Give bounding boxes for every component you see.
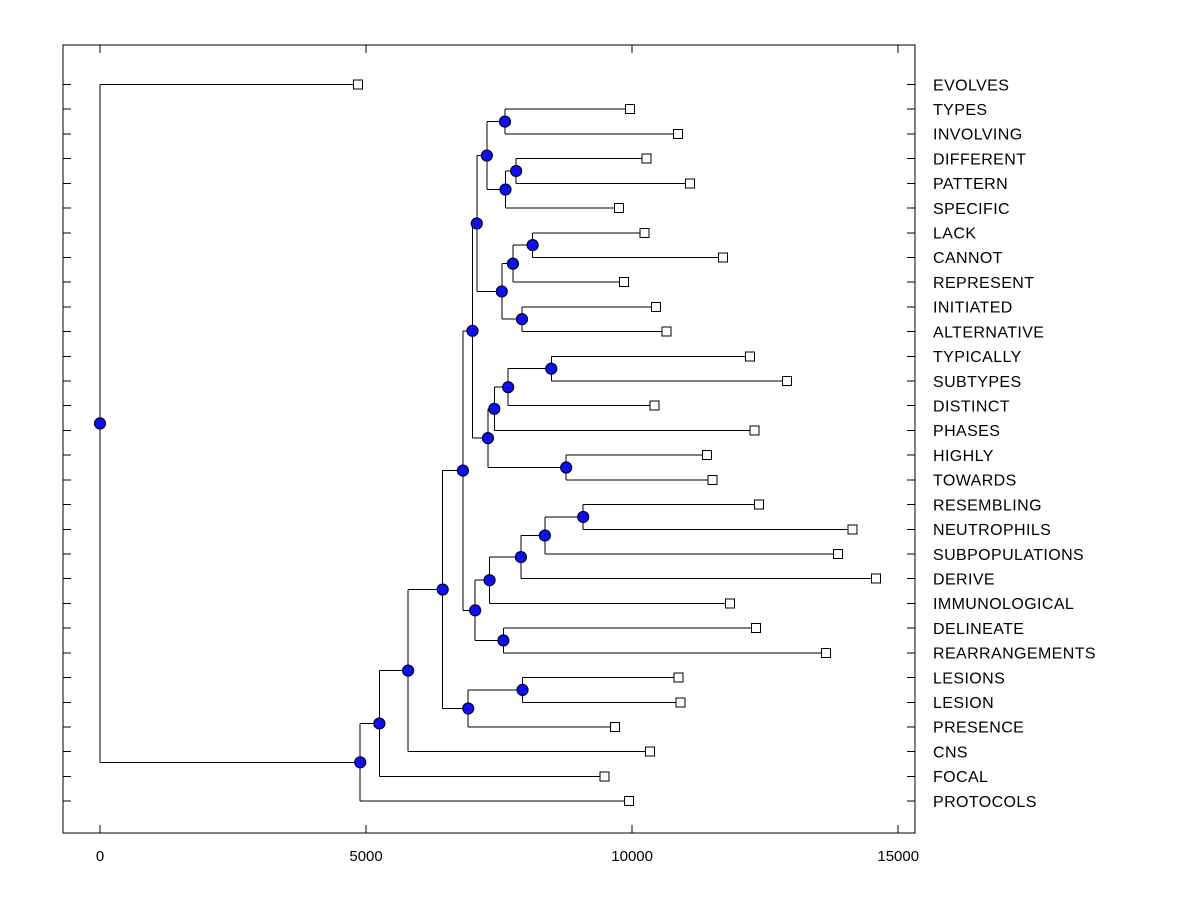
leaf-label: SPECIFIC — [933, 201, 1010, 218]
leaf-label: REARRANGEMENTS — [933, 646, 1096, 663]
leaf-label: LESION — [933, 695, 994, 712]
leaf-marker — [649, 400, 660, 411]
internal-node-marker — [577, 510, 590, 524]
leaf-label: SUBTYPES — [933, 374, 1022, 391]
leaf-marker — [623, 796, 634, 807]
internal-node-marker — [515, 313, 529, 326]
internal-node-marker — [499, 183, 512, 196]
leaf-label: RESEMBLING — [933, 497, 1042, 514]
leaf-label: LACK — [933, 226, 976, 243]
internal-node-marker — [538, 529, 551, 542]
leaf-label: TOWARDS — [933, 473, 1017, 490]
leaf-marker — [641, 153, 652, 164]
internal-node-marker — [506, 257, 520, 270]
x-tick-label: 5000 — [349, 848, 382, 865]
leaf-label: LESIONS — [933, 670, 1005, 687]
leaf-marker — [847, 524, 858, 535]
leaf-label: PHASES — [933, 423, 1000, 440]
internal-node-marker — [488, 402, 501, 415]
leaf-label: NEUTROPHILS — [933, 522, 1051, 539]
leaf-label: TYPES — [933, 102, 987, 119]
leaf-marker — [718, 252, 729, 263]
leaf-marker — [672, 128, 683, 139]
leaf-marker — [675, 697, 686, 708]
leaf-label: PATTERN — [933, 176, 1008, 193]
x-tick-label: 15000 — [877, 848, 919, 865]
leaf-marker — [749, 425, 760, 436]
x-tick-label: 10000 — [611, 848, 653, 865]
leaf-label: CNS — [933, 744, 968, 761]
leaf-label: SUBPOPULATIONS — [933, 547, 1084, 564]
leaf-marker — [685, 178, 696, 189]
leaf-marker — [353, 79, 364, 90]
internal-node-marker — [456, 464, 470, 477]
leaf-marker — [645, 746, 656, 757]
leaf-label: INVOLVING — [933, 127, 1023, 144]
leaf-marker — [651, 301, 662, 312]
x-tick-label: 0 — [96, 848, 104, 865]
internal-node-marker — [469, 604, 482, 617]
leaf-marker — [625, 104, 636, 115]
leaf-marker — [707, 474, 718, 485]
leaf-label: CANNOT — [933, 250, 1003, 267]
internal-node-marker — [470, 217, 483, 230]
internal-node-marker — [497, 634, 510, 647]
plot-box — [62, 44, 916, 834]
internal-node-marker — [560, 461, 573, 474]
internal-node-marker — [502, 381, 515, 394]
internal-node-marker — [516, 683, 529, 696]
leaf-label: EVOLVES — [933, 77, 1009, 94]
leaf-marker — [870, 573, 881, 584]
internal-node-marker — [373, 717, 386, 730]
leaf-label: HIGHLY — [933, 448, 994, 465]
internal-node-marker — [498, 115, 512, 128]
internal-node-marker — [462, 702, 475, 715]
leaf-marker — [751, 623, 762, 634]
internal-node-marker — [545, 362, 558, 375]
leaf-marker — [639, 227, 650, 238]
internal-node-marker — [466, 324, 479, 337]
leaf-marker — [619, 277, 630, 288]
leaf-label: REPRESENT — [933, 275, 1034, 292]
internal-node-marker — [480, 149, 493, 162]
internal-node-marker — [514, 550, 528, 564]
leaf-marker — [613, 203, 624, 214]
root-node-marker — [93, 417, 107, 430]
leaf-label: TYPICALLY — [933, 349, 1022, 366]
leaf-marker — [599, 771, 610, 782]
leaf-label: FOCAL — [933, 769, 988, 786]
leaf-label: IMMUNOLOGICAL — [933, 596, 1074, 613]
leaf-marker — [782, 376, 793, 387]
leaf-label: INITIATED — [933, 300, 1013, 317]
internal-node-marker — [510, 164, 523, 178]
leaf-label: ALTERNATIVE — [933, 324, 1044, 341]
leaf-marker — [725, 598, 736, 609]
leaf-label: DERIVE — [933, 571, 995, 588]
internal-node-marker — [495, 285, 508, 298]
internal-node-marker — [354, 756, 367, 769]
leaf-marker — [673, 672, 684, 683]
leaf-label: DISTINCT — [933, 398, 1010, 415]
leaf-marker — [610, 721, 621, 732]
leaf-marker — [702, 450, 713, 461]
leaf-marker — [833, 548, 844, 559]
internal-node-marker — [483, 574, 496, 587]
internal-node-marker — [436, 583, 449, 596]
leaf-label: PRESENCE — [933, 720, 1024, 737]
leaf-label: DELINEATE — [933, 621, 1024, 638]
leaf-label: PROTOCOLS — [933, 794, 1037, 811]
internal-node-marker — [481, 432, 495, 445]
internal-node-marker — [526, 239, 539, 252]
internal-node-marker — [402, 664, 415, 677]
leaf-marker — [820, 647, 831, 658]
leaf-marker — [744, 351, 755, 362]
leaf-marker — [753, 499, 764, 510]
leaf-marker — [661, 326, 672, 337]
leaf-label: DIFFERENT — [933, 151, 1026, 168]
